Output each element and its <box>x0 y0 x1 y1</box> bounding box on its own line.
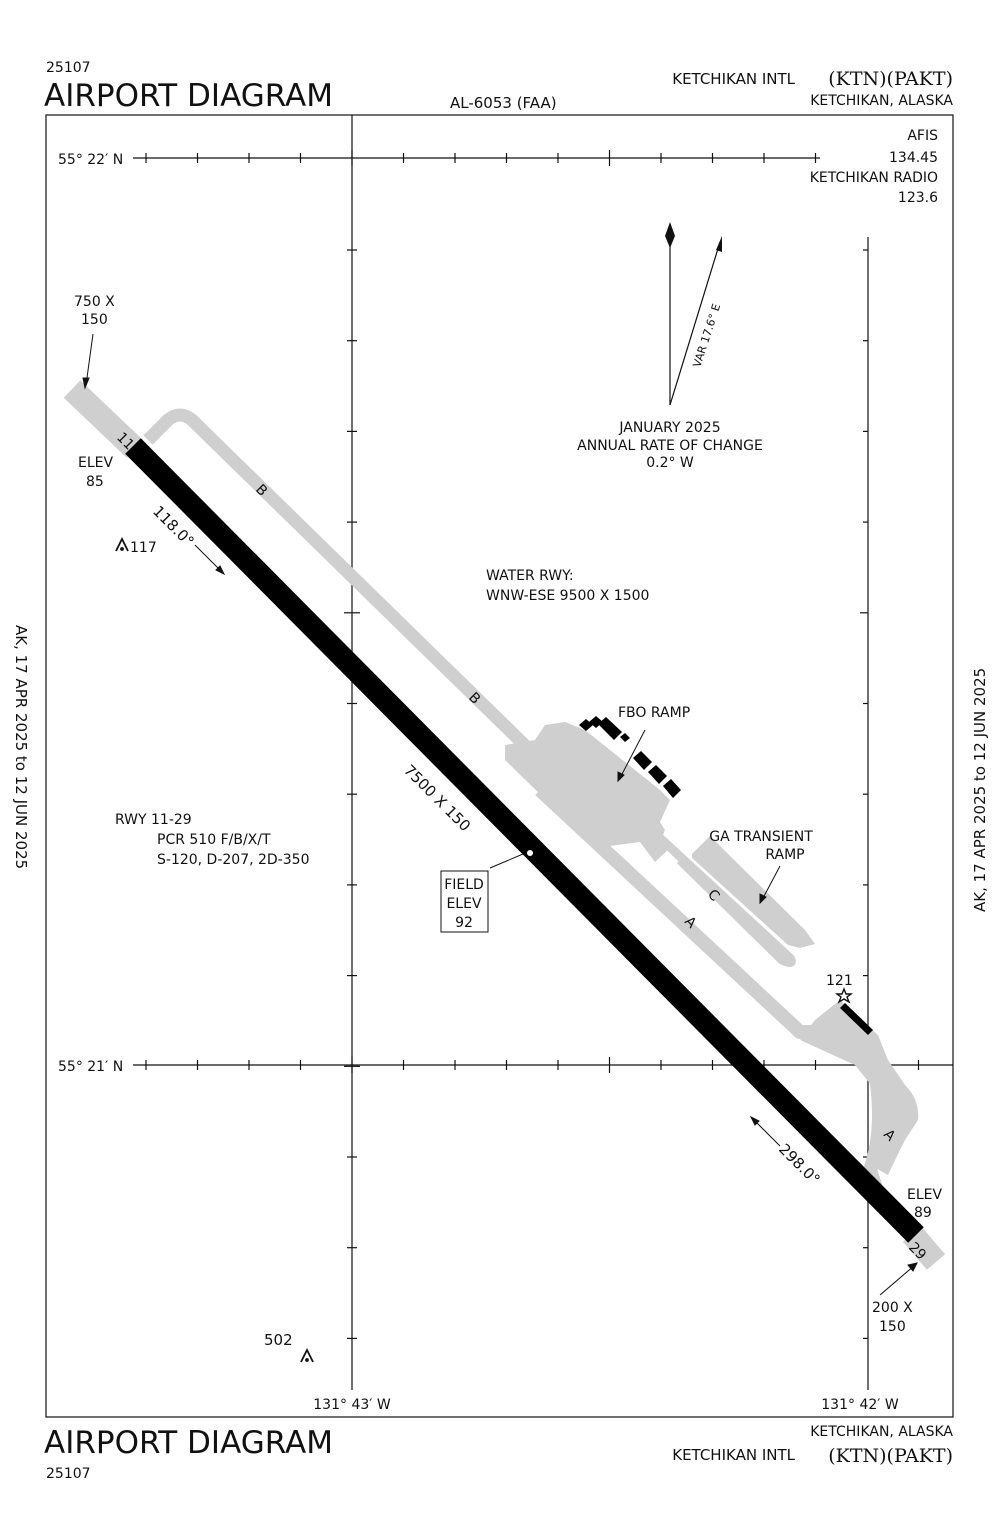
obstacle-icon <box>115 536 129 552</box>
chart-number-bottom: 25107 <box>46 1466 91 1482</box>
airport-name-top: KETCHIKAN INTL <box>672 70 795 88</box>
field-elev-value: 92 <box>455 915 473 931</box>
afis-frequency: 134.45 <box>889 150 938 166</box>
procedure-id: AL-6053 (FAA) <box>450 94 557 112</box>
obstacle-502: 502 <box>264 1331 293 1349</box>
water-runway-label: WATER RWY: <box>486 568 574 584</box>
airport-ids-bottom: (KTN)(PAKT) <box>828 1445 953 1467</box>
lon-label-west: 131° 43′ W <box>313 1397 391 1413</box>
city-state-top: KETCHIKAN, ALASKA <box>810 93 953 109</box>
obstacle-117: 117 <box>130 540 157 556</box>
city-state-bottom: KETCHIKAN, ALASKA <box>810 1424 953 1440</box>
ga-ramp-label-line2: RAMP <box>765 847 804 863</box>
taxiway-b <box>143 408 550 770</box>
runway-info-pcr: PCR 510 F/B/X/T <box>157 832 271 848</box>
overrun-11-line2: 150 <box>81 312 108 328</box>
title-bottom: AIRPORT DIAGRAM <box>44 1425 333 1461</box>
magnetic-rate-label: ANNUAL RATE OF CHANGE <box>577 438 763 454</box>
elev-11-label: ELEV <box>78 455 113 471</box>
buildings <box>579 716 873 1035</box>
runway-info-title: RWY 11-29 <box>115 812 192 828</box>
elev-29-label: ELEV <box>907 1187 942 1203</box>
airport-ids-top: (KTN)(PAKT) <box>828 68 953 90</box>
overrun-11-line1: 750 X <box>74 294 115 310</box>
ga-ramp-label-line1: GA TRANSIENT <box>709 829 813 845</box>
lon-label-east: 131° 42′ W <box>821 1397 899 1413</box>
overrun-29-line1: 200 X <box>872 1300 913 1316</box>
field-elev-box <box>440 870 489 933</box>
fbo-ramp-label: FBO RAMP <box>618 705 690 721</box>
field-elev-line2: ELEV <box>446 896 481 912</box>
magnetic-north-arrow-icon <box>669 236 722 406</box>
afis-label: AFIS <box>907 128 938 144</box>
beacon-star-icon <box>834 987 854 1004</box>
elev-29-value: 89 <box>914 1205 932 1221</box>
field-elev-line1: FIELD <box>444 877 484 893</box>
north-arrow-icon <box>665 222 675 405</box>
side-note-left: AK, 17 APR 2025 to 12 JUN 2025 <box>12 625 30 869</box>
side-note-right: AK, 17 APR 2025 to 12 JUN 2025 <box>971 668 989 912</box>
elev-11-value: 85 <box>86 474 104 490</box>
radio-frequency: 123.6 <box>898 190 938 206</box>
lat-label-north: 55° 22′ N <box>58 152 123 168</box>
radio-label: KETCHIKAN RADIO <box>810 170 938 186</box>
taxiway-c <box>656 834 796 968</box>
fbo-ramp <box>505 722 670 862</box>
runway-11-29 <box>63 380 946 1270</box>
chart-number-top: 25107 <box>46 60 91 76</box>
magnetic-date: JANUARY 2025 <box>618 420 720 436</box>
beacon-elevation: 121 <box>826 973 853 989</box>
runway-info-weights: S-120, D-207, 2D-350 <box>157 852 309 868</box>
magnetic-rate: 0.2° W <box>646 455 694 471</box>
airport-name-bottom: KETCHIKAN INTL <box>672 1446 795 1464</box>
leader-lines <box>82 333 918 1296</box>
diagram-frame <box>45 114 954 1418</box>
heading-arrows <box>194 544 781 1147</box>
obstacle-icon <box>300 1347 314 1363</box>
lat-label-south: 55° 21′ N <box>58 1059 123 1075</box>
water-runway-detail: WNW-ESE 9500 X 1500 <box>486 588 649 604</box>
overrun-29-line2: 150 <box>879 1319 906 1335</box>
title-top: AIRPORT DIAGRAM <box>44 78 333 114</box>
variation-label: VAR 17.6° E <box>690 302 723 369</box>
ga-transient-ramp <box>692 836 815 948</box>
southeast-ramp <box>800 1000 919 1175</box>
